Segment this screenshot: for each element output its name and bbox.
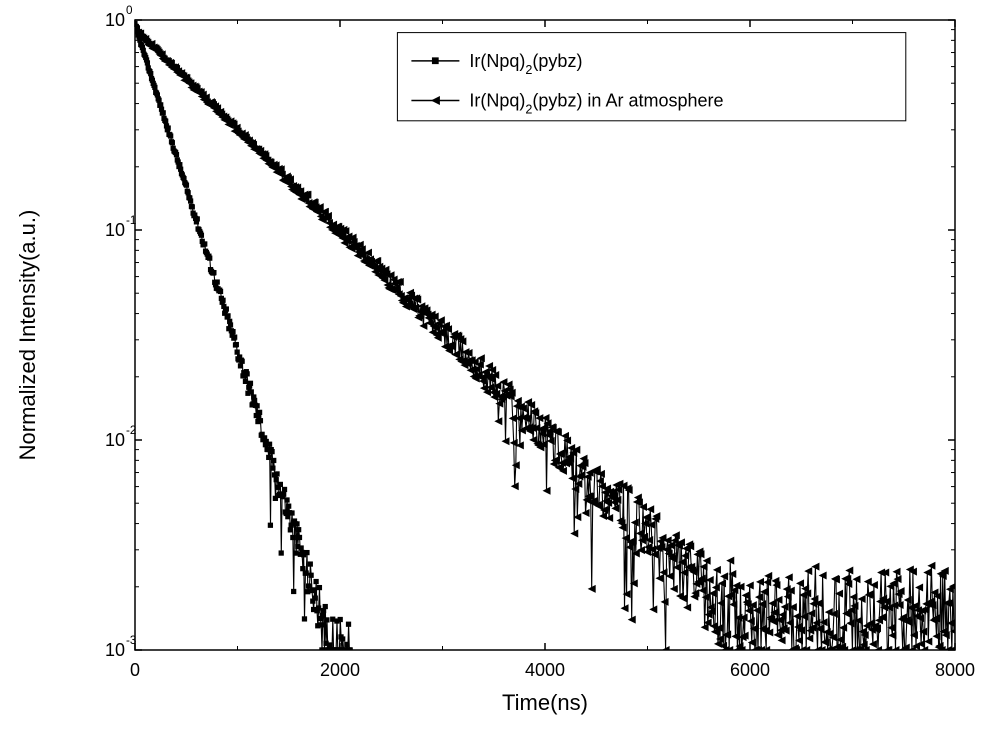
- x-tick-label: 6000: [730, 660, 770, 680]
- svg-text:10: 10: [105, 430, 125, 450]
- y-tick-label: 10-1: [105, 214, 136, 240]
- svg-text:0: 0: [126, 4, 133, 17]
- x-tick-label: 2000: [320, 660, 360, 680]
- svg-text:10: 10: [105, 10, 125, 30]
- y-tick-label: 10-3: [105, 634, 136, 660]
- svg-text:10: 10: [105, 220, 125, 240]
- decay-chart: 0200040006000800010010-110-210-3Time(ns)…: [0, 0, 1000, 732]
- x-axis-label: Time(ns): [502, 690, 588, 715]
- y-tick-label: 100: [105, 4, 133, 30]
- svg-text:-2: -2: [126, 424, 136, 437]
- x-tick-label: 8000: [935, 660, 975, 680]
- series-air: [132, 21, 352, 653]
- y-axis-label: Normalized Intensity(a.u.): [15, 210, 40, 461]
- x-tick-label: 4000: [525, 660, 565, 680]
- svg-text:-1: -1: [126, 214, 136, 227]
- y-tick-label: 10-2: [105, 424, 136, 450]
- svg-text:-3: -3: [126, 634, 136, 647]
- x-tick-label: 0: [130, 660, 140, 680]
- svg-text:10: 10: [105, 640, 125, 660]
- chart-canvas: 0200040006000800010010-110-210-3Time(ns)…: [0, 0, 1000, 732]
